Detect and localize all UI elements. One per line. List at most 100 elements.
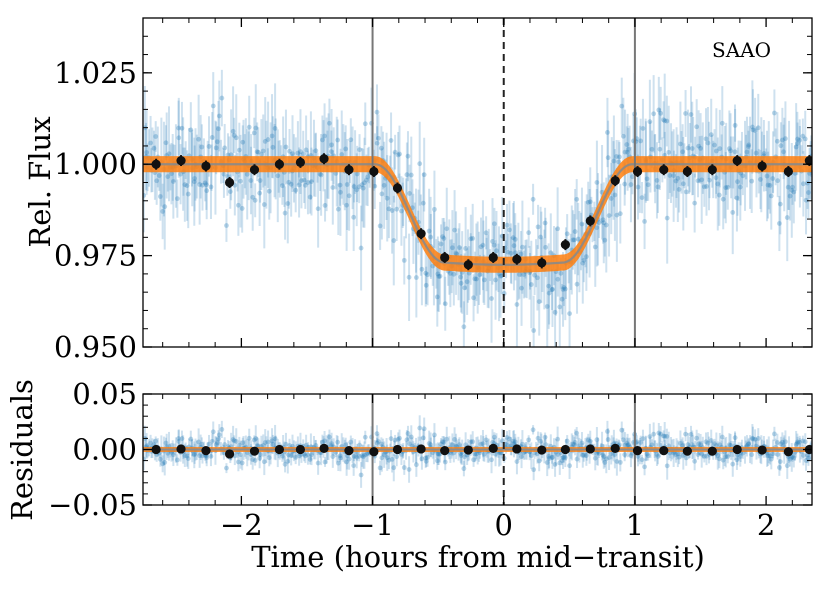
flux-point (699, 177, 705, 183)
residual-point (617, 459, 623, 465)
flux-point (712, 142, 717, 148)
flux-point (680, 149, 686, 155)
flux-point (170, 179, 176, 184)
flux-point (592, 244, 598, 250)
flux-binned-point (659, 165, 669, 175)
flux-point (535, 224, 541, 230)
flux-point (471, 295, 476, 301)
flux-binned-point (804, 155, 812, 166)
flux-point (800, 181, 806, 187)
residual-point (806, 455, 811, 461)
flux-point (549, 287, 555, 293)
flux-point (374, 140, 380, 146)
flux-point (793, 144, 799, 150)
residual-point (238, 452, 243, 458)
flux-point (360, 185, 366, 191)
residual-point (685, 442, 691, 447)
residual-binned-point (369, 447, 379, 457)
residual-point (490, 440, 495, 445)
flux-point (696, 143, 702, 149)
flux-point (250, 194, 256, 200)
flux-point (550, 286, 555, 292)
flux-point (664, 215, 670, 221)
residual-binned-point (176, 444, 186, 454)
residual-point (777, 459, 783, 465)
flux-point (666, 149, 672, 155)
flux-point (805, 180, 810, 186)
flux-point (511, 243, 517, 249)
residual-binned-point (392, 444, 403, 455)
residual-ytick-labels: −0.05 0.00 0.05 (48, 377, 137, 522)
flux-point (662, 118, 668, 124)
flux-binned-point (512, 254, 522, 264)
flux-binned-point (440, 252, 450, 263)
flux-point (750, 127, 756, 133)
flux-point (685, 145, 691, 151)
residual-point (233, 439, 239, 444)
residual-point (293, 455, 299, 460)
flux-point (238, 178, 243, 184)
flux-binned-point (416, 229, 426, 239)
flux-point (558, 270, 564, 276)
flux-point (594, 180, 600, 185)
flux-point (512, 236, 518, 242)
residual-point (246, 435, 252, 441)
flux-point (574, 196, 580, 202)
residual-point (794, 440, 800, 446)
residual-point (642, 464, 647, 470)
residual-point (555, 436, 561, 442)
residual-point (379, 455, 385, 461)
flux-point (753, 150, 759, 156)
residual-point (404, 437, 410, 443)
flux-point (574, 281, 580, 287)
residual-point (526, 437, 532, 443)
residual-point (664, 433, 670, 439)
flux-point (707, 177, 712, 183)
flux-point (644, 176, 650, 182)
flux-point (491, 242, 497, 248)
flux-point (575, 236, 581, 242)
residual-point (800, 453, 806, 458)
flux-point (266, 188, 272, 194)
residual-point (734, 457, 740, 463)
flux-point (562, 286, 568, 292)
flux-point (734, 195, 740, 201)
residual-point (644, 451, 650, 457)
residual-point (480, 441, 486, 447)
flux-point (357, 147, 362, 153)
flux-point (214, 139, 220, 145)
residual-point (413, 462, 419, 468)
residual-point (417, 425, 423, 431)
residual-point (269, 438, 275, 444)
flux-point (561, 285, 567, 290)
flux-point (233, 135, 239, 141)
residual-point (559, 458, 565, 464)
residual-binned-point (319, 443, 329, 453)
time-xtick-label: 0 (495, 508, 513, 542)
flux-point (622, 149, 628, 155)
flux-point (675, 175, 681, 181)
residual-point (307, 457, 313, 462)
residual-point (468, 439, 474, 445)
residual-point (514, 459, 520, 464)
residual-point (283, 441, 289, 447)
flux-point (520, 244, 525, 250)
flux-point (236, 147, 242, 153)
flux-point (683, 111, 688, 116)
flux-point (148, 140, 154, 146)
flux-point (745, 144, 751, 149)
flux-point (458, 280, 464, 286)
residual-point (405, 431, 411, 436)
flux-point (581, 257, 587, 263)
flux-point (378, 145, 384, 151)
flux-point (222, 145, 228, 151)
flux-point (258, 152, 264, 157)
flux-point (270, 144, 276, 150)
residual-point (470, 439, 476, 445)
residual-point (343, 442, 349, 448)
flux-point (252, 197, 258, 203)
flux-point (397, 151, 402, 157)
residual-point (401, 465, 407, 470)
flux-point (384, 195, 390, 201)
flux-point (620, 133, 626, 139)
